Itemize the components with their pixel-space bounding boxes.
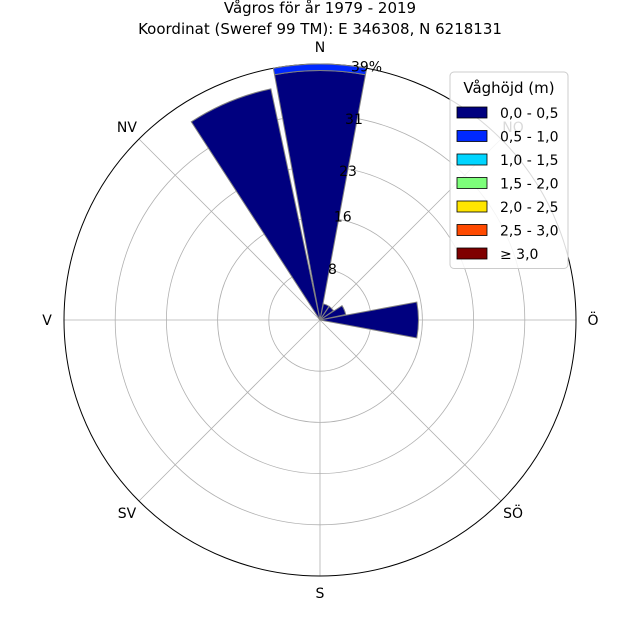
legend-title: Våghöjd (m) bbox=[463, 79, 554, 97]
legend-label: ≥ 3,0 bbox=[500, 247, 538, 263]
legend-swatch bbox=[456, 247, 488, 260]
radial-tick-label: 16 bbox=[334, 210, 352, 226]
bar-67.5-seg-0 bbox=[319, 305, 347, 321]
legend-swatch bbox=[456, 200, 488, 213]
legend-swatch bbox=[456, 106, 488, 119]
legend-label: 2,5 - 3,0 bbox=[500, 224, 558, 240]
legend-swatch bbox=[456, 153, 488, 166]
radial-tick-label: 31 bbox=[345, 112, 363, 128]
legend-label: 2,0 - 2,5 bbox=[500, 200, 558, 216]
direction-label-2: Ö bbox=[587, 311, 598, 329]
legend: Våghöjd (m) 0,0 - 0,5 0,5 - 1,0 1,0 - 1,5 1,… bbox=[449, 71, 569, 269]
chart-title: Vågros för år 1979 - 2019 bbox=[224, 0, 416, 17]
bars-group bbox=[190, 63, 419, 339]
legend-label: 1,0 - 1,5 bbox=[500, 153, 558, 169]
chart-subtitle: Koordinat (Sweref 99 TM): E 346308, N 62… bbox=[138, 20, 502, 38]
radial-tick-labels: 8 16 23 31 39% bbox=[328, 60, 382, 278]
direction-label-4: S bbox=[316, 586, 325, 602]
grid-spoke-7 bbox=[138, 138, 321, 321]
grid-spoke-5 bbox=[138, 319, 321, 502]
legend-swatch bbox=[456, 224, 488, 236]
radial-tick-label: 39% bbox=[351, 60, 382, 76]
radial-tick-label: 23 bbox=[339, 164, 357, 180]
bar-90-seg-0 bbox=[319, 301, 419, 339]
legend-box bbox=[449, 71, 569, 269]
direction-label-5: SV bbox=[118, 506, 137, 522]
bar-0-seg-1 bbox=[272, 63, 368, 76]
direction-label-7: NV bbox=[117, 120, 137, 136]
direction-label-6: V bbox=[42, 313, 52, 329]
grid-spoke-3 bbox=[319, 319, 502, 502]
legend-label: 0,0 - 0,5 bbox=[500, 106, 558, 122]
legend-label: 0,5 - 1,0 bbox=[500, 130, 558, 146]
bar-337.5-seg-0 bbox=[190, 88, 321, 321]
direction-label-0: N bbox=[315, 40, 325, 56]
legend-swatch bbox=[456, 130, 488, 142]
legend-label: 1,5 - 2,0 bbox=[500, 177, 558, 193]
legend-swatch bbox=[456, 177, 488, 189]
radial-tick-label: 8 bbox=[328, 262, 337, 278]
direction-label-3: SÖ bbox=[503, 504, 523, 522]
